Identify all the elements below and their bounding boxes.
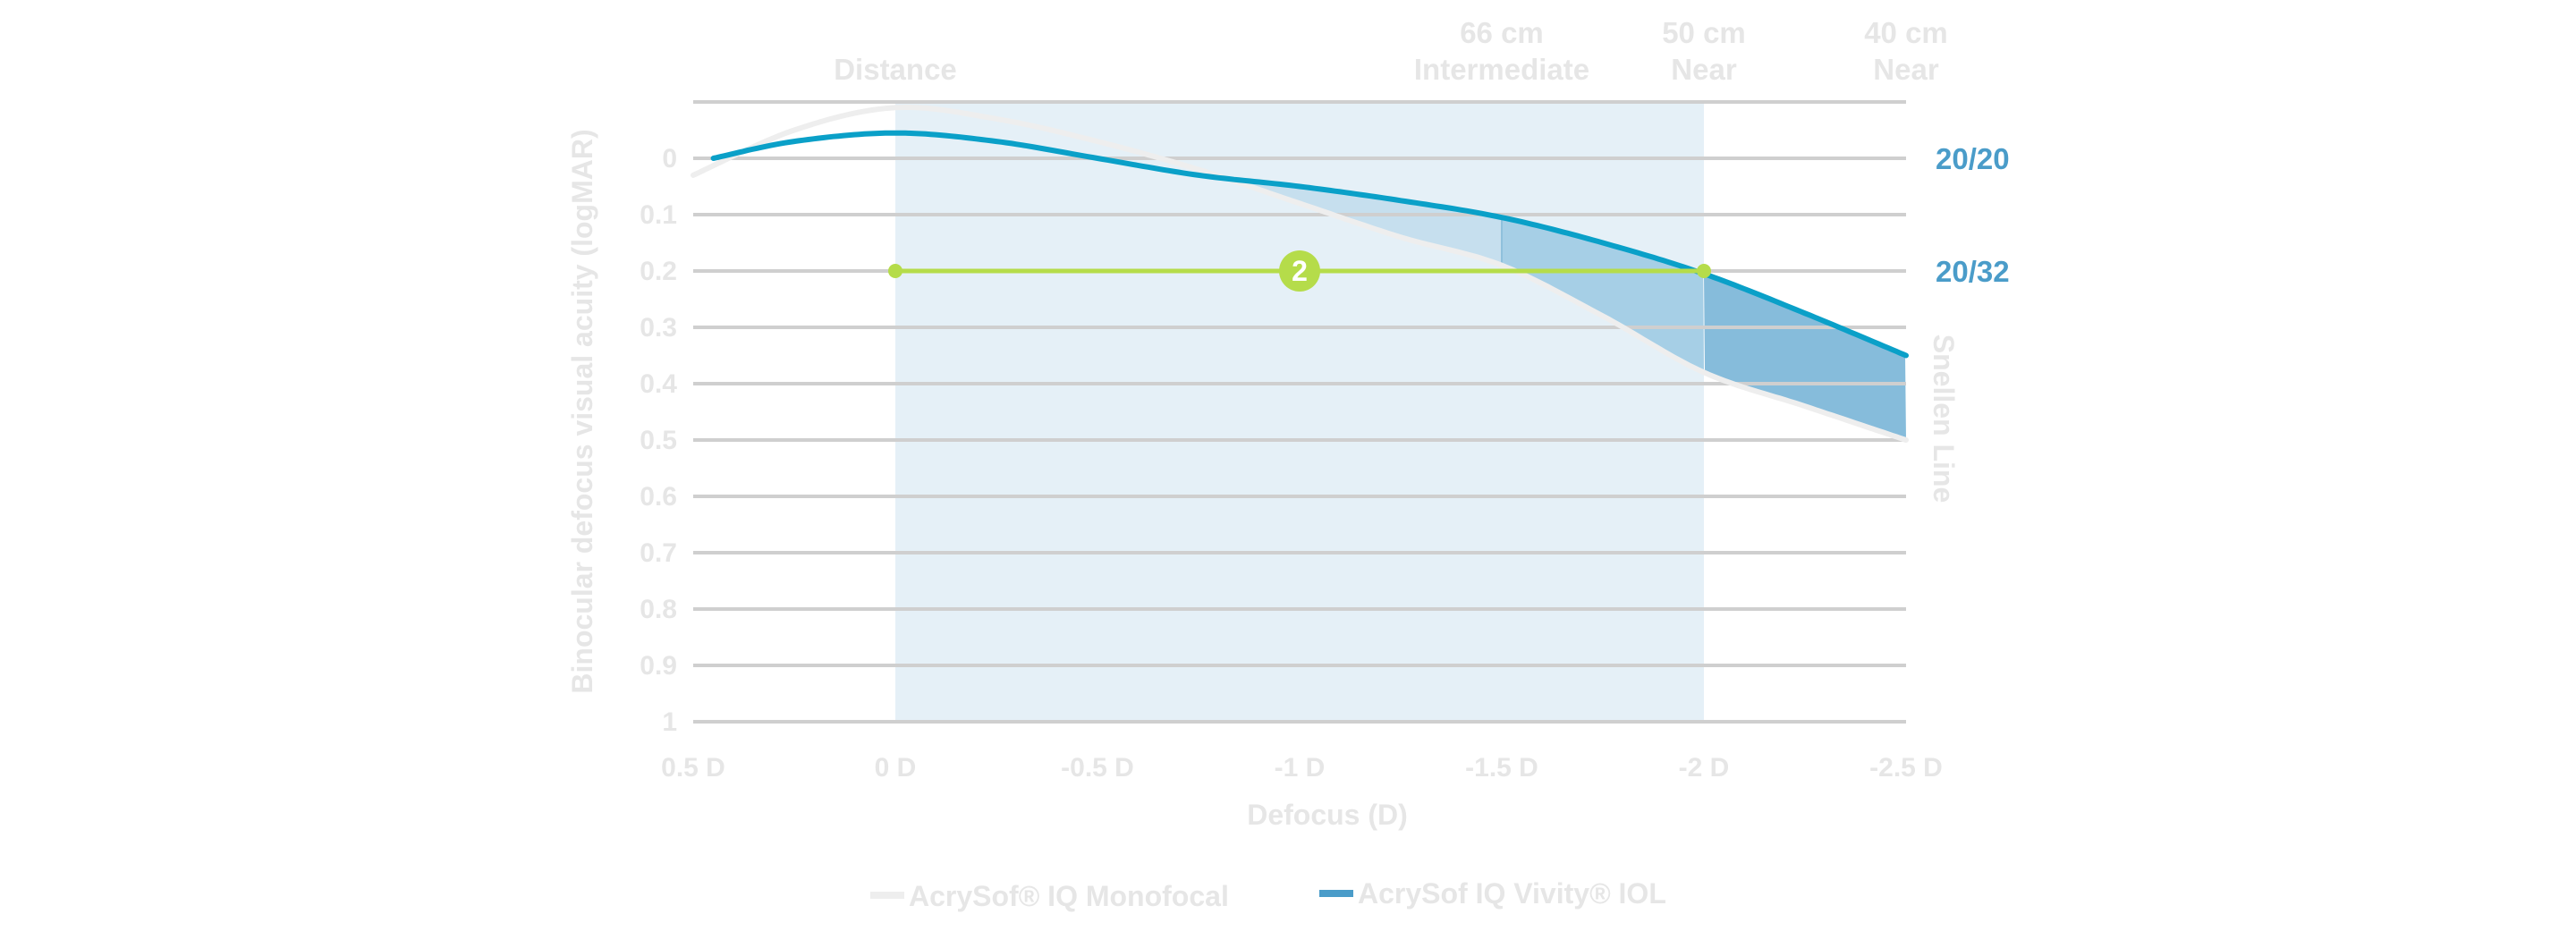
- distance-label: Near: [1873, 53, 1939, 86]
- area-between-curves-near-50cm: [1502, 217, 1704, 373]
- legend-swatch-vivity: [1319, 890, 1353, 897]
- distance-label: Distance: [834, 53, 957, 86]
- x-tick-label: 0.5 D: [661, 753, 725, 783]
- x-tick-label: -0.5 D: [1061, 753, 1134, 783]
- snellen-label: 20/32: [1936, 255, 2010, 288]
- y-axis-title: Binocular defocus visual acuity (logMAR): [566, 129, 598, 693]
- threshold-badge-label: 2: [1292, 255, 1308, 287]
- x-tick-label: -1.5 D: [1465, 753, 1538, 783]
- y-tick-label: 0.4: [640, 369, 677, 399]
- distance-label: Near: [1671, 53, 1737, 86]
- threshold-endpoint: [888, 264, 902, 278]
- threshold-badge: [1279, 250, 1320, 292]
- y-tick-label: 0: [662, 144, 677, 174]
- x-tick-label: 0 D: [875, 753, 917, 783]
- y-tick-label: 0.2: [640, 257, 677, 286]
- y-tick-label: 0.9: [640, 651, 677, 681]
- distance-label: 66 cm: [1460, 16, 1544, 49]
- x-axis-title: Defocus (D): [1247, 799, 1408, 831]
- y-tick-label: 0.1: [640, 200, 677, 230]
- legend-label-monofocal: AcrySof® IQ Monofocal: [909, 880, 1229, 912]
- distance-label: Intermediate: [1414, 53, 1589, 86]
- y-tick-label: 0.3: [640, 313, 677, 343]
- snellen-label: 20/20: [1936, 142, 2010, 175]
- x-tick-label: -1 D: [1275, 753, 1326, 783]
- legend-label-vivity: AcrySof IQ Vivity® IOL: [1358, 877, 1666, 910]
- y-tick-label: 0.6: [640, 482, 677, 512]
- x-tick-label: -2.5 D: [1869, 753, 1943, 783]
- distance-label: 40 cm: [1864, 16, 1948, 49]
- threshold-endpoint: [1697, 264, 1711, 278]
- legend-swatch-monofocal: [870, 892, 904, 899]
- y-tick-label: 0.5: [640, 426, 677, 455]
- y-tick-label: 0.7: [640, 538, 677, 568]
- series-line-monofocal: [691, 105, 1909, 443]
- y-tick-label: 0.8: [640, 595, 677, 624]
- y-tick-label: 1: [662, 707, 677, 737]
- area-between-curves-near-40cm: [1704, 274, 1906, 440]
- distance-label: 50 cm: [1662, 16, 1746, 49]
- x-tick-label: -2 D: [1679, 753, 1730, 783]
- y2-axis-title: Snellen Line: [1928, 334, 1960, 503]
